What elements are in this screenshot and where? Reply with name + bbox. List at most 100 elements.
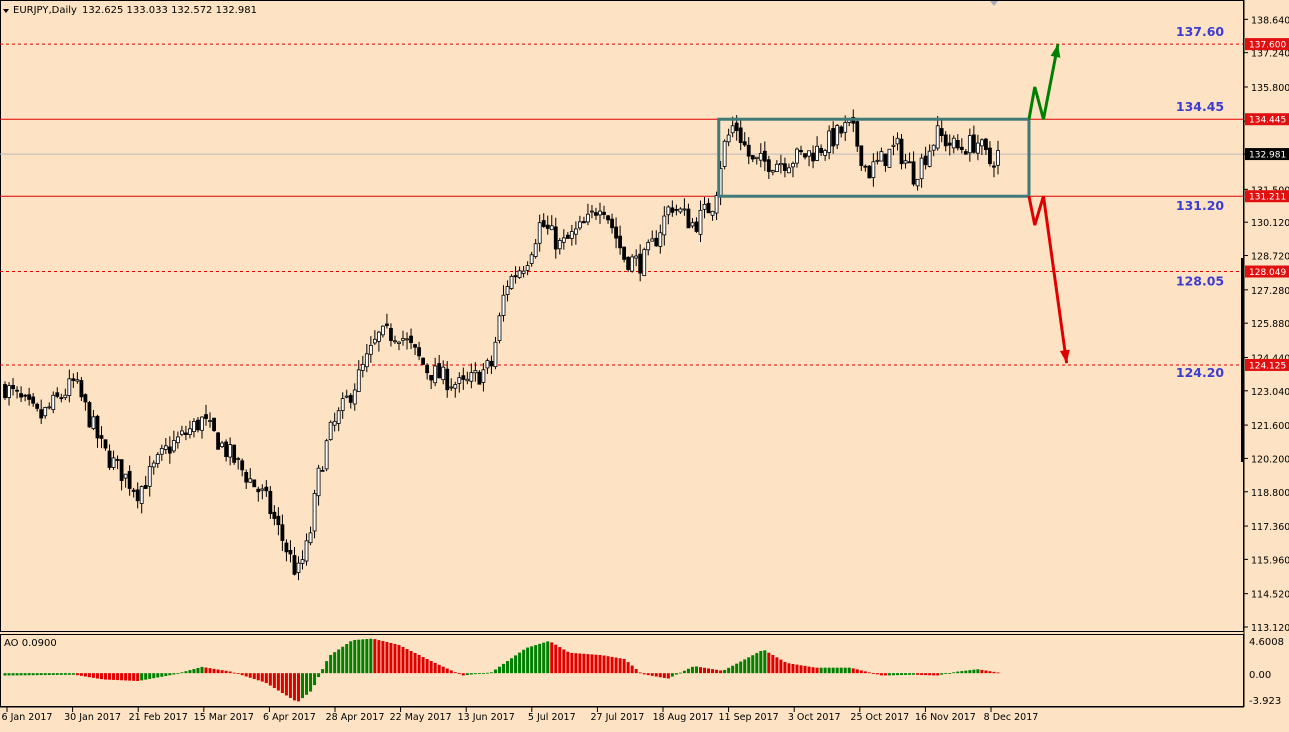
ao-bar — [739, 661, 743, 674]
ao-bar — [711, 669, 715, 674]
ao-bar — [871, 673, 875, 674]
ao-bar — [650, 673, 654, 676]
price-tag-bg — [1245, 265, 1289, 278]
ao-bar — [912, 673, 916, 675]
ao-bar — [502, 663, 506, 674]
ao-bar — [108, 673, 112, 680]
candle-body — [119, 459, 124, 482]
candle-body — [594, 212, 598, 216]
ao-bar — [875, 673, 879, 675]
ao-bar — [357, 639, 361, 674]
scroll-marker — [1241, 258, 1244, 462]
ao-bar — [940, 673, 944, 675]
candle-body — [726, 134, 731, 143]
time-axis-label: 5 Jul 2017 — [528, 712, 576, 723]
candle-body — [787, 167, 791, 174]
price-axis-label: 117.360 — [1251, 522, 1289, 533]
ao-bar — [288, 673, 292, 698]
candle-body — [228, 444, 233, 458]
candle-body — [827, 130, 832, 153]
shift-marker-icon[interactable] — [990, 1, 998, 6]
candle-body — [598, 210, 602, 216]
ao-bar — [321, 669, 325, 674]
candle-body — [51, 394, 56, 410]
ao-bar — [839, 667, 843, 674]
ao-bar — [944, 673, 948, 674]
ao-bar — [602, 655, 606, 674]
ao-bar — [164, 673, 168, 677]
candle-body — [135, 489, 140, 502]
ao-bar — [743, 659, 747, 674]
ao-bar — [727, 667, 731, 674]
candle-body — [766, 159, 771, 172]
candle-body — [602, 211, 606, 215]
time-axis-label: 22 May 2017 — [390, 712, 452, 723]
ao-tick-bottom: -3.923 — [1249, 696, 1281, 707]
candle-body — [642, 249, 647, 277]
ao-bar — [638, 672, 642, 674]
candle-body — [783, 163, 787, 171]
ao-bar — [835, 667, 839, 674]
ao-bar — [148, 673, 152, 679]
menu-triangle-icon[interactable] — [3, 9, 9, 13]
candle-body — [835, 125, 840, 146]
candle-body — [63, 394, 68, 399]
ao-bar — [759, 650, 763, 674]
candle-body — [561, 237, 566, 243]
ao-bar — [91, 673, 95, 678]
scenario-up-arrowhead-icon — [1050, 44, 1061, 58]
candle-body — [276, 515, 281, 526]
candle-body — [143, 485, 148, 489]
ao-bar — [895, 673, 899, 676]
candle-body — [963, 151, 968, 155]
candle-body — [622, 246, 627, 260]
time-axis-label: 16 Nov 2017 — [915, 712, 976, 723]
ao-bar — [349, 641, 353, 674]
ao-bar — [15, 673, 19, 676]
time-axis-label: 6 Apr 2017 — [263, 712, 316, 723]
ao-bar — [493, 669, 497, 674]
level-label: 124.20 — [1176, 365, 1225, 380]
ao-bar — [574, 653, 578, 674]
ao-bar — [964, 670, 968, 674]
candle-body — [300, 559, 305, 564]
ao-bar — [317, 673, 321, 678]
ao-bar — [767, 652, 771, 674]
candle-body — [678, 208, 683, 213]
candle-body — [131, 489, 136, 492]
candle-body — [694, 221, 699, 232]
price-tag-bg — [1245, 190, 1289, 203]
candle-body — [996, 150, 1000, 166]
ao-bar — [409, 650, 413, 674]
candle-body — [513, 275, 518, 278]
ao-bar — [936, 673, 940, 676]
ao-bar — [747, 657, 751, 674]
candle-body — [103, 439, 108, 449]
candle-body — [268, 490, 273, 514]
ao-bar — [417, 655, 421, 674]
candle-body — [260, 488, 265, 491]
candle-body — [196, 419, 200, 431]
candle-body — [368, 344, 373, 355]
ao-bar — [791, 663, 795, 674]
ao-bar — [646, 673, 650, 676]
candle-body — [738, 127, 743, 144]
price-axis-label: 138.640 — [1251, 15, 1289, 26]
candle-body — [288, 550, 293, 555]
ao-bar — [779, 659, 783, 674]
candle-body — [610, 218, 614, 229]
ao-bar — [522, 649, 526, 674]
ao-bar — [566, 651, 570, 674]
candle-body — [947, 142, 952, 146]
candle-body — [280, 524, 285, 541]
ao-bar — [948, 673, 952, 674]
candle-body — [340, 398, 345, 411]
candle-body — [236, 458, 241, 460]
ao-bar — [252, 673, 256, 680]
candle-body — [698, 209, 703, 235]
candle-body — [31, 396, 36, 404]
candle-body — [316, 467, 321, 497]
ao-bar — [642, 673, 646, 675]
